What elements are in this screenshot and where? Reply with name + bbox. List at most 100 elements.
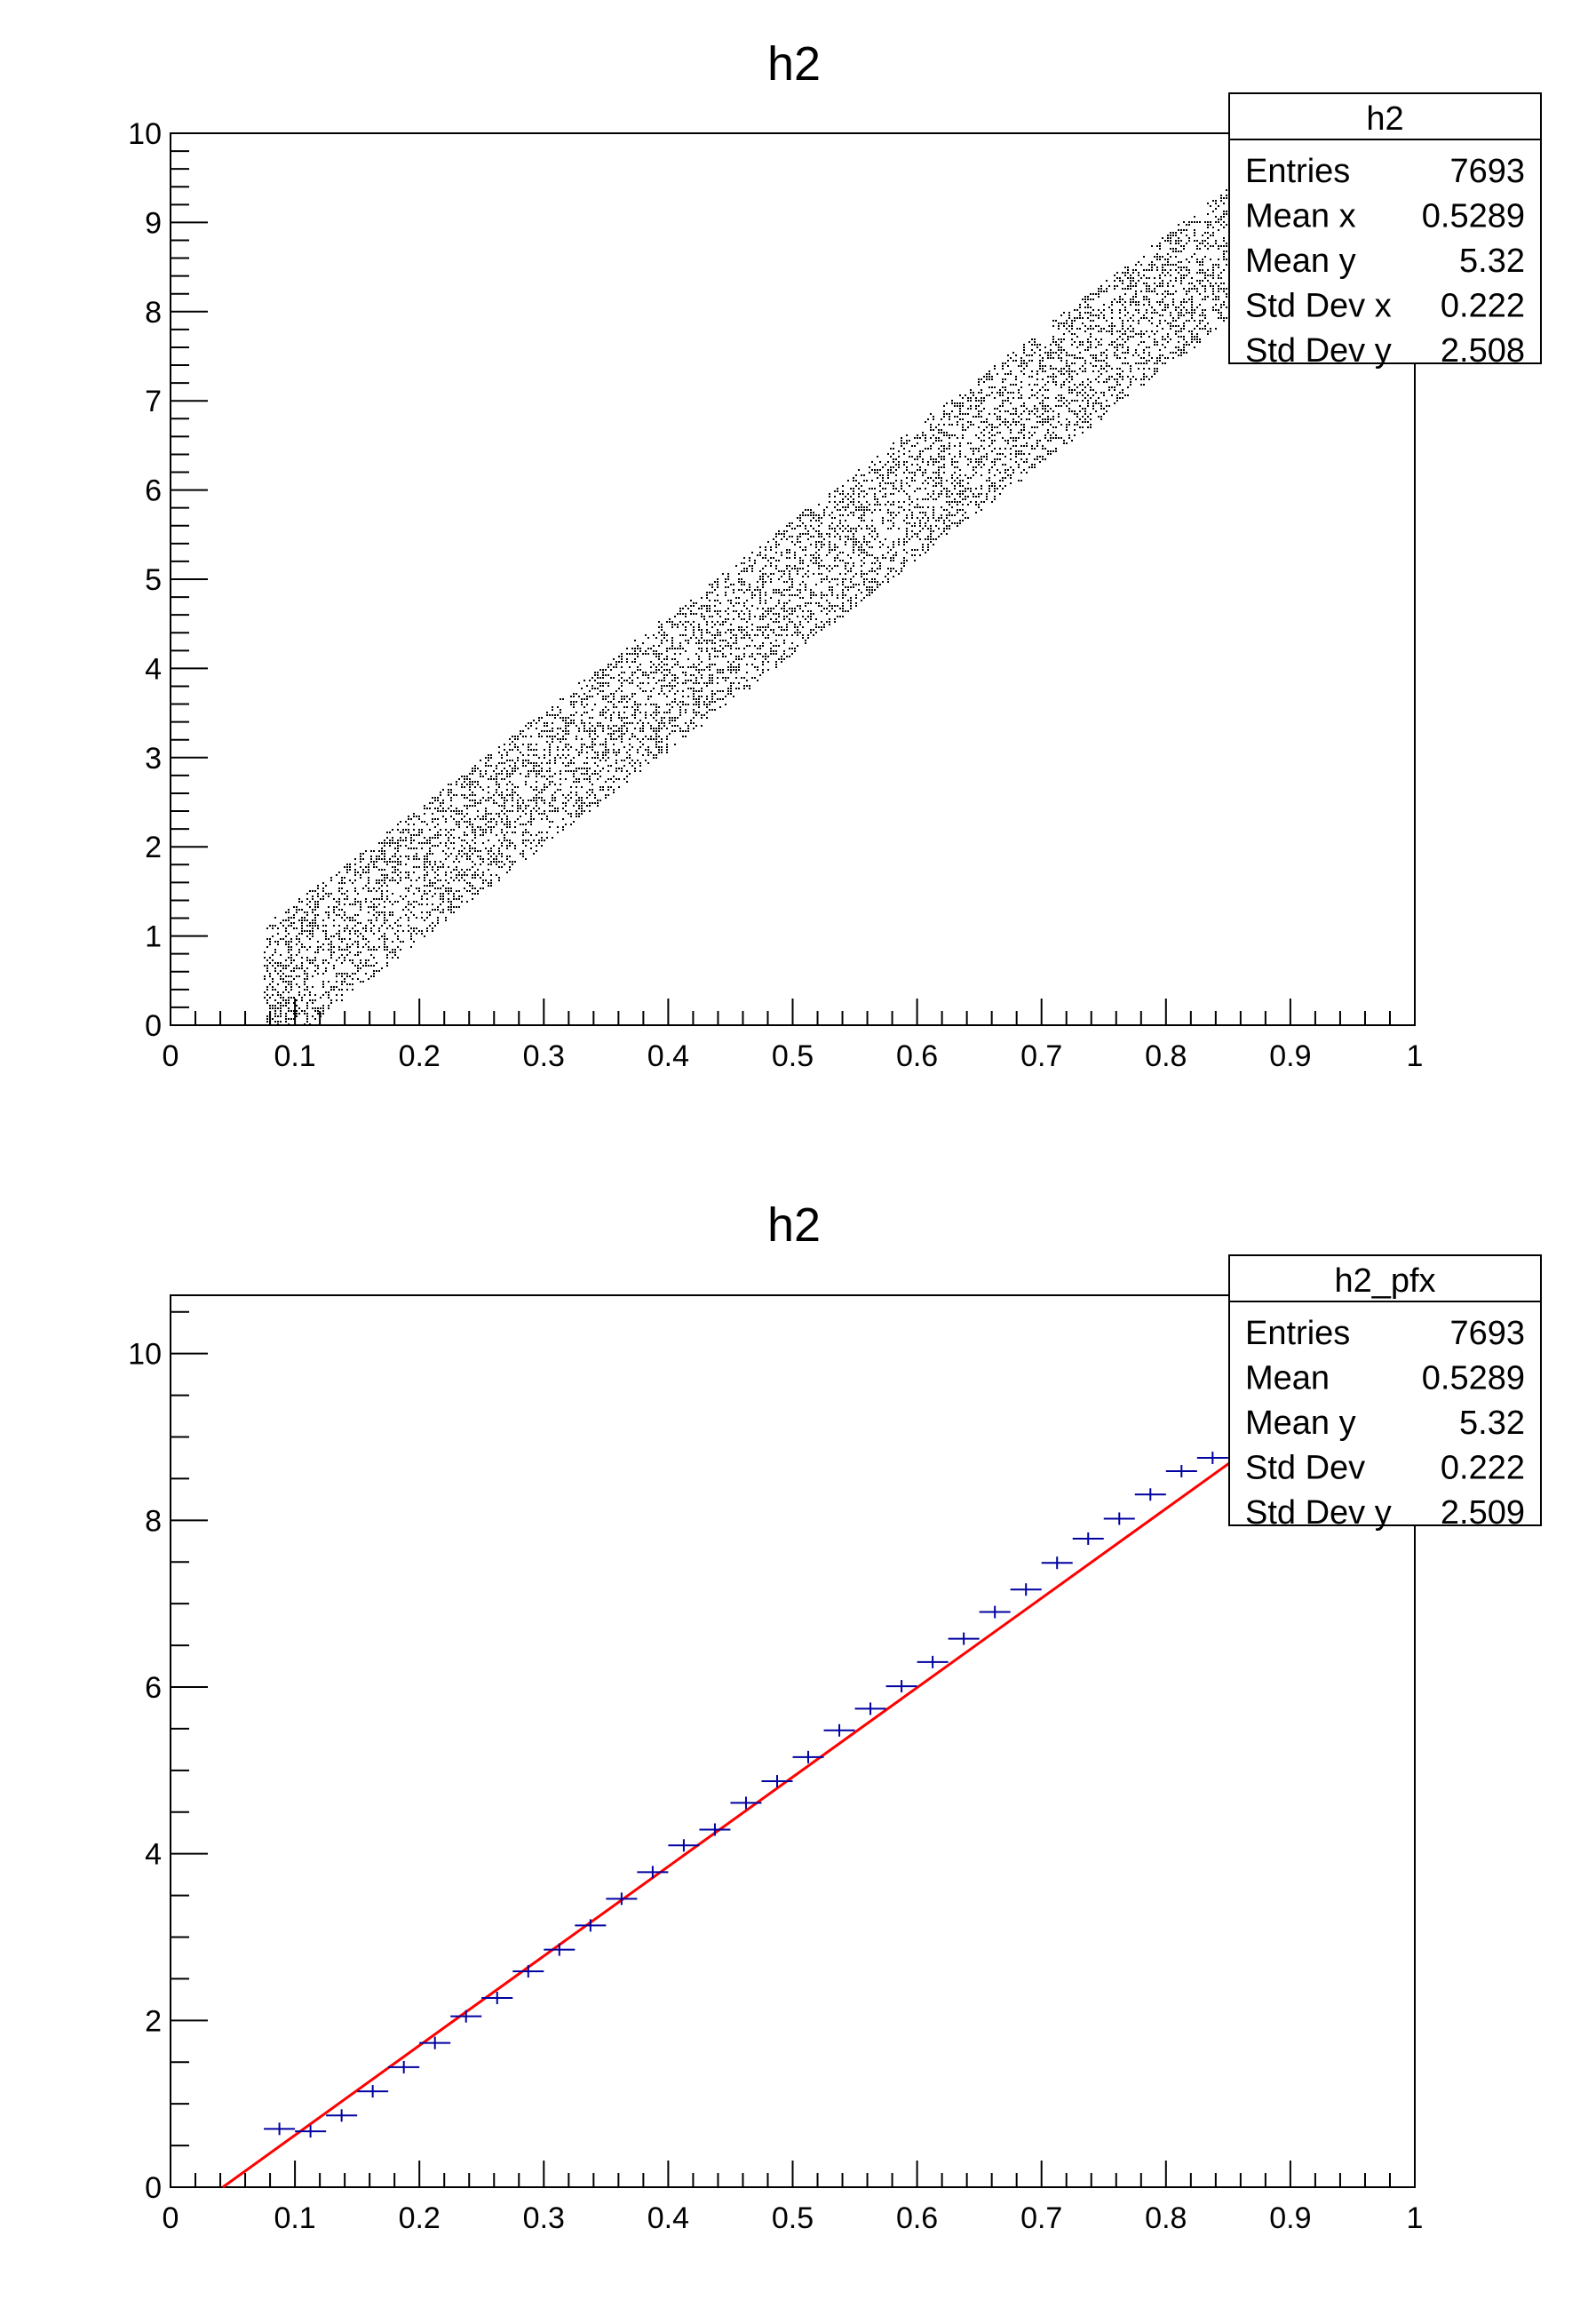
scatter-point bbox=[576, 738, 577, 740]
scatter-point bbox=[1164, 320, 1166, 322]
scatter-point bbox=[989, 424, 990, 426]
scatter-point bbox=[1223, 283, 1225, 284]
scatter-point bbox=[877, 586, 878, 588]
scatter-point bbox=[410, 834, 412, 836]
scatter-point bbox=[690, 605, 692, 607]
scatter-point bbox=[890, 448, 892, 450]
scatter-point bbox=[698, 656, 700, 657]
scatter-point bbox=[280, 994, 282, 996]
scatter-point bbox=[1196, 272, 1198, 274]
scatter-point bbox=[1130, 277, 1131, 279]
scatter-point bbox=[807, 610, 809, 612]
scatter-point bbox=[663, 674, 665, 676]
scatter-point bbox=[1092, 314, 1094, 316]
scatter-point bbox=[1135, 362, 1137, 364]
scatter-point bbox=[698, 672, 700, 673]
scatter-point bbox=[799, 546, 801, 548]
scatter-point bbox=[384, 861, 385, 863]
scatter-point bbox=[584, 773, 585, 775]
scatter-point bbox=[1055, 376, 1057, 378]
scatter-point bbox=[509, 738, 511, 740]
scatter-point bbox=[959, 410, 961, 412]
scatter-point bbox=[424, 808, 425, 809]
scatter-point bbox=[565, 746, 567, 748]
scatter-point bbox=[903, 520, 905, 521]
scatter-point bbox=[1183, 298, 1185, 300]
scatter-point bbox=[954, 434, 956, 436]
scatter-point bbox=[757, 589, 758, 591]
scatter-point bbox=[637, 738, 639, 740]
scatter-point bbox=[341, 989, 343, 991]
scatter-point bbox=[397, 829, 399, 831]
scatter-point bbox=[677, 664, 679, 665]
scatter-point bbox=[1074, 357, 1076, 359]
scatter-point bbox=[530, 816, 532, 817]
scatter-point bbox=[746, 672, 748, 673]
scatter-point bbox=[661, 680, 663, 681]
scatter-point bbox=[482, 842, 484, 844]
scatter-point bbox=[504, 837, 505, 839]
scatter-point bbox=[514, 786, 516, 788]
scatter-point bbox=[1156, 312, 1158, 314]
scatter-point bbox=[717, 610, 719, 612]
scatter-point bbox=[682, 704, 684, 705]
scatter-point bbox=[717, 613, 719, 615]
scatter-point bbox=[933, 490, 934, 492]
scatter-point bbox=[634, 728, 636, 729]
scatter-point bbox=[472, 770, 473, 772]
scatter-point bbox=[962, 490, 964, 492]
scatter-point bbox=[829, 528, 830, 529]
scatter-point bbox=[842, 490, 844, 492]
scatter-point bbox=[498, 853, 500, 855]
scatter-point bbox=[855, 480, 857, 482]
scatter-point bbox=[762, 581, 764, 583]
scatter-point bbox=[618, 712, 620, 713]
scatter-point bbox=[360, 866, 361, 868]
scatter-point bbox=[528, 805, 529, 807]
scatter-point bbox=[957, 482, 958, 484]
scatter-point bbox=[312, 919, 314, 921]
scatter-point bbox=[1087, 296, 1089, 298]
scatter-point bbox=[1082, 322, 1084, 324]
scatter-point bbox=[1015, 360, 1017, 362]
scatter-point bbox=[522, 840, 524, 841]
scatter-point bbox=[509, 866, 511, 868]
scatter-point bbox=[778, 544, 780, 545]
scatter-point bbox=[687, 640, 689, 641]
scatter-point bbox=[1162, 354, 1163, 356]
scatter-point bbox=[288, 991, 290, 993]
scatter-point bbox=[690, 600, 692, 601]
scatter-point bbox=[442, 802, 444, 804]
scatter-point bbox=[1092, 389, 1094, 391]
scatter-point bbox=[751, 594, 753, 596]
scatter-point bbox=[1151, 376, 1153, 378]
scatter-point bbox=[829, 565, 830, 567]
scatter-point bbox=[285, 981, 287, 983]
scatter-point bbox=[330, 989, 332, 991]
scatter-point bbox=[1122, 378, 1124, 380]
scatter-point bbox=[506, 821, 508, 823]
scatter-point bbox=[826, 594, 828, 596]
scatter-point bbox=[1196, 261, 1198, 263]
scatter-point bbox=[1116, 368, 1118, 370]
scatter-point bbox=[1042, 418, 1044, 420]
scatter-point bbox=[759, 594, 761, 596]
scatter-point bbox=[325, 970, 327, 972]
scatter-point bbox=[831, 578, 833, 580]
scatter-point bbox=[797, 594, 798, 596]
scatter-point bbox=[735, 669, 737, 671]
scatter-point bbox=[554, 792, 556, 793]
scatter-point bbox=[354, 869, 356, 871]
scatter-point bbox=[1031, 394, 1033, 396]
scatter-point bbox=[1074, 370, 1076, 372]
scatter-point bbox=[408, 824, 409, 825]
scatter-point bbox=[693, 704, 695, 705]
scatter-point bbox=[850, 568, 852, 569]
scatter-point bbox=[917, 456, 918, 458]
scatter-point bbox=[1183, 322, 1185, 324]
scatter-point bbox=[829, 589, 830, 591]
scatter-point bbox=[607, 696, 609, 697]
scatter-point bbox=[1087, 349, 1089, 351]
scatter-point bbox=[1207, 243, 1209, 244]
scatter-point bbox=[930, 477, 932, 479]
